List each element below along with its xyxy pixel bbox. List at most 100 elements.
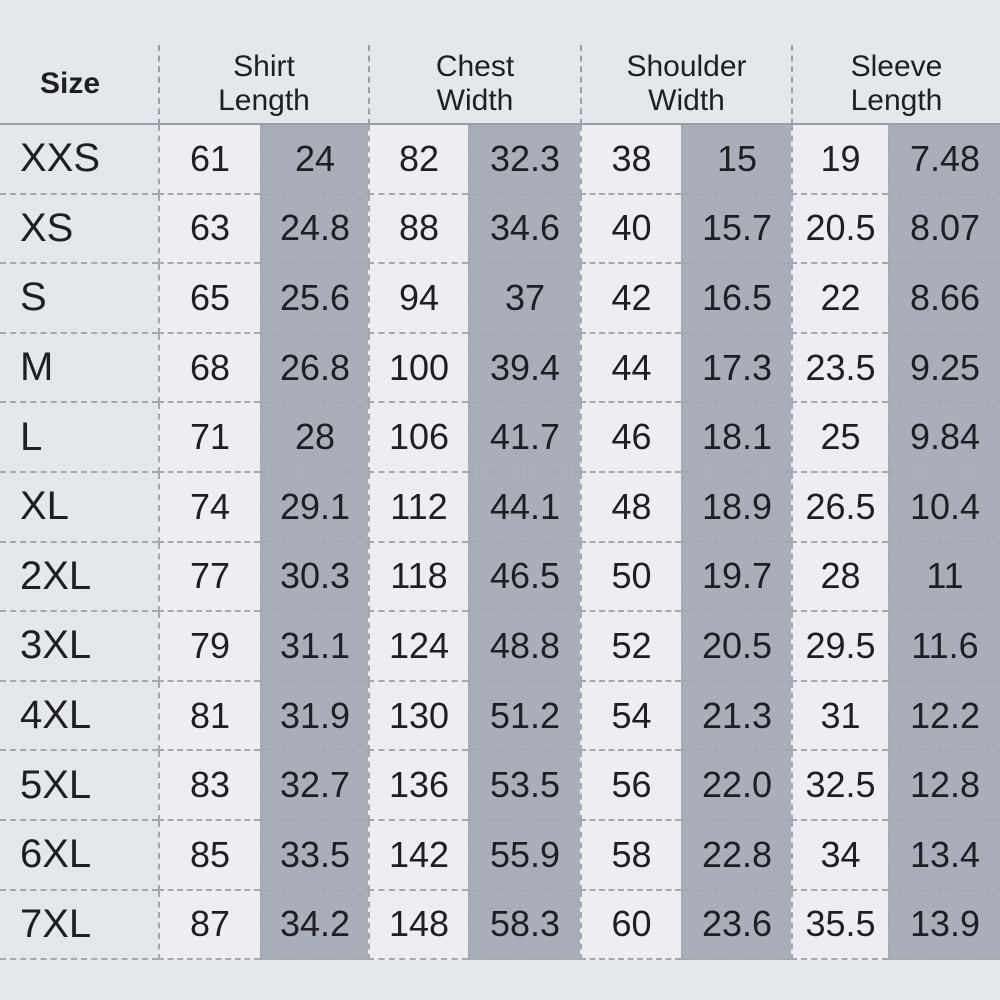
- size-chart-table: Size Shirt Length Chest Width Shoulder W…: [0, 45, 1000, 961]
- cell-chest-width-in: 41.7: [468, 403, 580, 473]
- cell-chest-width-in: 44.1: [468, 472, 580, 543]
- cell-shirt-length-in: 25.6: [260, 264, 368, 334]
- cell-shoulder-width-in: 18.1: [681, 403, 791, 473]
- cell-shirt-length-in: 26.8: [260, 333, 368, 404]
- cell-sleeve-length-cm: 19: [791, 125, 888, 195]
- cell-chest-width-in: 37: [468, 264, 580, 334]
- cell-shirt-length-in: 24.8: [260, 194, 368, 265]
- cell-shoulder-width-in: 22.0: [681, 751, 791, 821]
- cell-shoulder-width-cm: 42: [580, 264, 681, 334]
- size-label: XXS: [0, 125, 158, 195]
- size-label: 4XL: [0, 681, 158, 752]
- cell-sleeve-length-in: 11.6: [888, 612, 1000, 682]
- cell-shoulder-width-in: 23.6: [681, 890, 791, 961]
- cell-shoulder-width-in: 18.9: [681, 472, 791, 543]
- cell-shoulder-width-in: 21.3: [681, 681, 791, 752]
- cell-shoulder-width-in: 15: [681, 125, 791, 195]
- cell-chest-width-in: 58.3: [468, 890, 580, 961]
- cell-shirt-length-cm: 68: [158, 333, 260, 404]
- cell-chest-width-cm: 88: [368, 194, 468, 265]
- cell-sleeve-length-in: 13.4: [888, 820, 1000, 891]
- cell-chest-width-in: 34.6: [468, 194, 580, 265]
- cell-shirt-length-in: 31.1: [260, 612, 368, 682]
- cell-chest-width-in: 39.4: [468, 333, 580, 404]
- cell-sleeve-length-in: 12.8: [888, 751, 1000, 821]
- cell-sleeve-length-in: 11: [888, 542, 1000, 613]
- cell-shirt-length-in: 32.7: [260, 751, 368, 821]
- size-label: 6XL: [0, 820, 158, 891]
- cell-shirt-length-in: 33.5: [260, 820, 368, 891]
- cell-chest-width-cm: 136: [368, 751, 468, 821]
- header-shoulder-width: Shoulder Width: [580, 45, 791, 125]
- cell-chest-width-in: 55.9: [468, 820, 580, 891]
- cell-shirt-length-cm: 71: [158, 403, 260, 473]
- cell-shoulder-width-cm: 46: [580, 403, 681, 473]
- header-shirt-length: Shirt Length: [158, 45, 368, 125]
- cell-chest-width-cm: 100: [368, 333, 468, 404]
- cell-sleeve-length-cm: 23.5: [791, 333, 888, 404]
- cell-shirt-length-in: 24: [260, 125, 368, 195]
- cell-shirt-length-in: 31.9: [260, 681, 368, 752]
- cell-chest-width-cm: 82: [368, 125, 468, 195]
- cell-sleeve-length-cm: 25: [791, 403, 888, 473]
- size-label: L: [0, 403, 158, 473]
- cell-chest-width-in: 53.5: [468, 751, 580, 821]
- cell-shoulder-width-in: 17.3: [681, 333, 791, 404]
- cell-shoulder-width-cm: 38: [580, 125, 681, 195]
- header-chest-width: Chest Width: [368, 45, 580, 125]
- cell-sleeve-length-cm: 31: [791, 681, 888, 752]
- cell-chest-width-in: 51.2: [468, 681, 580, 752]
- cell-shoulder-width-in: 19.7: [681, 542, 791, 613]
- cell-shoulder-width-cm: 44: [580, 333, 681, 404]
- cell-sleeve-length-cm: 20.5: [791, 194, 888, 265]
- cell-shirt-length-cm: 87: [158, 890, 260, 961]
- cell-shoulder-width-in: 22.8: [681, 820, 791, 891]
- size-label: XS: [0, 194, 158, 265]
- cell-sleeve-length-in: 7.48: [888, 125, 1000, 195]
- cell-chest-width-cm: 106: [368, 403, 468, 473]
- cell-shoulder-width-cm: 52: [580, 612, 681, 682]
- cell-sleeve-length-in: 12.2: [888, 681, 1000, 752]
- cell-sleeve-length-in: 10.4: [888, 472, 1000, 543]
- cell-sleeve-length-cm: 28: [791, 542, 888, 613]
- cell-shirt-length-cm: 74: [158, 472, 260, 543]
- cell-shoulder-width-in: 15.7: [681, 194, 791, 265]
- size-label: 3XL: [0, 612, 158, 682]
- cell-shirt-length-cm: 79: [158, 612, 260, 682]
- size-label: S: [0, 264, 158, 334]
- cell-shoulder-width-cm: 58: [580, 820, 681, 891]
- size-label: M: [0, 333, 158, 404]
- cell-sleeve-length-cm: 29.5: [791, 612, 888, 682]
- cell-chest-width-in: 48.8: [468, 612, 580, 682]
- cell-chest-width-cm: 148: [368, 890, 468, 961]
- cell-shirt-length-cm: 61: [158, 125, 260, 195]
- cell-chest-width-cm: 130: [368, 681, 468, 752]
- header-sleeve-length: Sleeve Length: [791, 45, 1000, 125]
- cell-shirt-length-cm: 85: [158, 820, 260, 891]
- cell-shirt-length-in: 29.1: [260, 472, 368, 543]
- cell-shoulder-width-in: 16.5: [681, 264, 791, 334]
- cell-sleeve-length-in: 9.84: [888, 403, 1000, 473]
- cell-shoulder-width-in: 20.5: [681, 612, 791, 682]
- cell-shirt-length-in: 34.2: [260, 890, 368, 961]
- cell-shirt-length-cm: 65: [158, 264, 260, 334]
- cell-sleeve-length-cm: 22: [791, 264, 888, 334]
- cell-sleeve-length-in: 8.66: [888, 264, 1000, 334]
- cell-shirt-length-cm: 81: [158, 681, 260, 752]
- cell-shirt-length-cm: 83: [158, 751, 260, 821]
- size-label: 7XL: [0, 890, 158, 961]
- header-size: Size: [0, 45, 158, 125]
- size-label: 5XL: [0, 751, 158, 821]
- cell-sleeve-length-in: 13.9: [888, 890, 1000, 961]
- cell-shoulder-width-cm: 50: [580, 542, 681, 613]
- cell-chest-width-in: 32.3: [468, 125, 580, 195]
- cell-shoulder-width-cm: 48: [580, 472, 681, 543]
- cell-sleeve-length-cm: 35.5: [791, 890, 888, 961]
- cell-shoulder-width-cm: 56: [580, 751, 681, 821]
- cell-sleeve-length-in: 8.07: [888, 194, 1000, 265]
- cell-sleeve-length-cm: 26.5: [791, 472, 888, 543]
- cell-shoulder-width-cm: 60: [580, 890, 681, 961]
- cell-chest-width-cm: 112: [368, 472, 468, 543]
- cell-shoulder-width-cm: 40: [580, 194, 681, 265]
- cell-sleeve-length-cm: 32.5: [791, 751, 888, 821]
